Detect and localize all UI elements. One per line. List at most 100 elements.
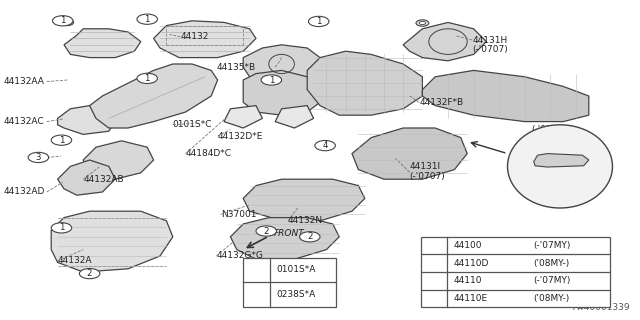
Text: 1: 1: [60, 16, 65, 25]
Circle shape: [246, 290, 266, 300]
Polygon shape: [307, 51, 422, 115]
Circle shape: [64, 21, 70, 24]
Circle shape: [300, 232, 320, 242]
Text: 1: 1: [145, 74, 150, 83]
Circle shape: [261, 75, 282, 85]
Polygon shape: [224, 106, 262, 128]
Circle shape: [142, 17, 155, 23]
Polygon shape: [243, 70, 320, 115]
Text: 44132N: 44132N: [288, 216, 323, 225]
Polygon shape: [275, 106, 314, 128]
Circle shape: [79, 268, 100, 279]
FancyBboxPatch shape: [421, 237, 610, 307]
Text: 1: 1: [145, 15, 150, 24]
Text: (-'0707): (-'0707): [472, 45, 508, 54]
Circle shape: [61, 19, 74, 26]
Circle shape: [246, 265, 266, 275]
Text: (-'0707): (-'0707): [410, 172, 445, 180]
Text: A440001339: A440001339: [573, 303, 630, 312]
Circle shape: [308, 16, 329, 27]
Text: 3: 3: [36, 153, 41, 162]
Circle shape: [416, 20, 429, 26]
Circle shape: [56, 138, 68, 144]
Text: 0238S*A: 0238S*A: [276, 290, 316, 299]
Text: 1: 1: [269, 76, 274, 84]
Circle shape: [59, 226, 65, 229]
Polygon shape: [230, 218, 339, 259]
Circle shape: [256, 226, 276, 236]
Text: 4: 4: [323, 141, 328, 150]
Ellipse shape: [508, 125, 612, 208]
Text: 44132A: 44132A: [58, 256, 92, 265]
Text: N37001: N37001: [221, 210, 256, 219]
Text: 44100: 44100: [453, 241, 482, 250]
Text: (-'07MY): (-'07MY): [531, 125, 568, 134]
Polygon shape: [154, 21, 256, 58]
Polygon shape: [58, 160, 115, 195]
Circle shape: [305, 234, 317, 240]
Text: 2: 2: [87, 269, 92, 278]
Text: 44132AB: 44132AB: [83, 175, 124, 184]
Polygon shape: [534, 154, 589, 167]
Text: 1: 1: [253, 266, 259, 275]
FancyBboxPatch shape: [243, 258, 336, 307]
Circle shape: [137, 73, 157, 84]
Text: 44132D*E: 44132D*E: [218, 132, 263, 140]
Text: 44110: 44110: [453, 276, 482, 285]
Text: ('08MY-): ('08MY-): [533, 259, 570, 268]
Polygon shape: [403, 22, 486, 61]
Polygon shape: [51, 211, 173, 272]
Circle shape: [52, 16, 73, 26]
Text: 44131I: 44131I: [410, 162, 441, 171]
Text: 2: 2: [307, 232, 312, 241]
Circle shape: [28, 152, 49, 163]
Polygon shape: [64, 29, 141, 58]
Circle shape: [315, 140, 335, 151]
Text: ('08MY-): ('08MY-): [533, 294, 570, 303]
Text: 44110D: 44110D: [453, 259, 488, 268]
Circle shape: [424, 241, 443, 250]
Text: 44132AA: 44132AA: [3, 77, 44, 86]
Circle shape: [315, 21, 321, 24]
Circle shape: [84, 270, 97, 277]
Circle shape: [308, 235, 314, 238]
Polygon shape: [90, 64, 218, 128]
Circle shape: [264, 229, 271, 233]
Circle shape: [137, 14, 157, 24]
Text: 44135*B: 44135*B: [216, 63, 255, 72]
Polygon shape: [243, 179, 365, 221]
Text: (-'07MY): (-'07MY): [533, 241, 570, 250]
Text: 3: 3: [431, 241, 436, 250]
Circle shape: [51, 223, 72, 233]
Circle shape: [51, 135, 72, 145]
Text: 44110E: 44110E: [453, 294, 487, 303]
Text: ('08MY-): ('08MY-): [538, 188, 574, 196]
Text: 0101S*A: 0101S*A: [276, 266, 316, 275]
Text: 44184D*C: 44184D*C: [186, 149, 232, 158]
Circle shape: [145, 18, 152, 21]
Text: 1: 1: [59, 223, 64, 232]
Polygon shape: [422, 70, 589, 122]
Text: 44131H: 44131H: [472, 36, 508, 44]
Circle shape: [312, 19, 324, 26]
Circle shape: [56, 225, 68, 231]
Polygon shape: [58, 106, 115, 134]
Text: 44132AC: 44132AC: [3, 117, 44, 126]
Text: 0101S*C: 0101S*C: [173, 120, 212, 129]
Circle shape: [424, 276, 443, 285]
Circle shape: [88, 272, 94, 275]
Text: 44132AD: 44132AD: [3, 188, 45, 196]
Circle shape: [419, 21, 426, 25]
Text: FRONT: FRONT: [273, 229, 304, 238]
Polygon shape: [352, 128, 467, 179]
Polygon shape: [243, 45, 320, 83]
Text: 4: 4: [431, 276, 436, 285]
Polygon shape: [83, 141, 154, 179]
Text: 1: 1: [316, 17, 321, 26]
Text: 2: 2: [264, 227, 269, 236]
Text: (-'07MY): (-'07MY): [533, 276, 570, 285]
Text: 44132: 44132: [180, 32, 209, 41]
Circle shape: [59, 139, 65, 142]
Text: 44132F*B: 44132F*B: [419, 98, 463, 107]
Text: 2: 2: [253, 290, 259, 299]
